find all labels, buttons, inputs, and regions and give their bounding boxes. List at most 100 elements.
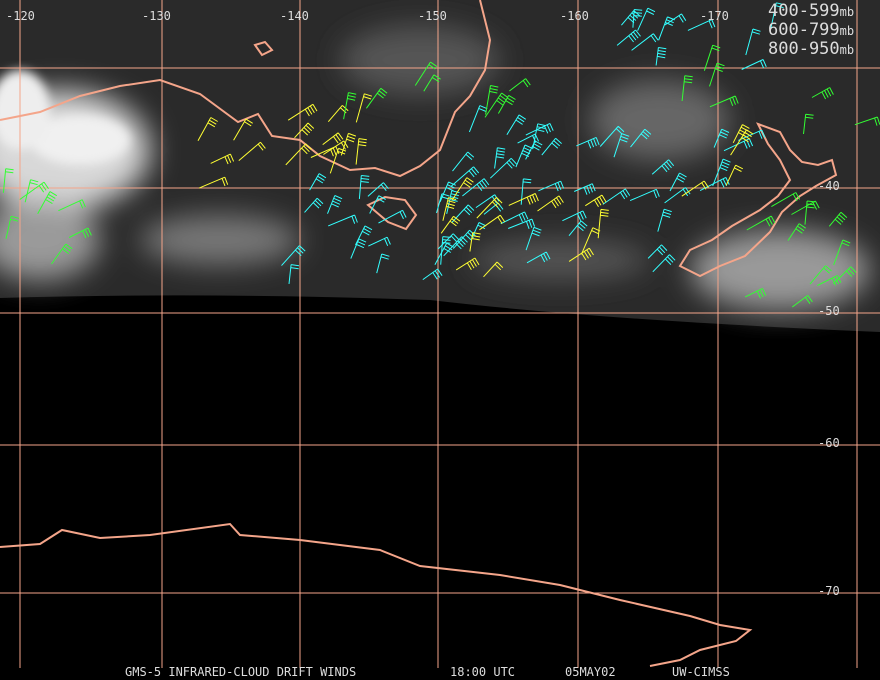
wind-barb — [288, 264, 300, 284]
wind-barb — [343, 92, 357, 120]
wind-barb — [744, 287, 767, 299]
wind-barb — [506, 114, 527, 135]
wind-barb — [500, 211, 529, 225]
legend-unit: mb — [840, 5, 854, 19]
wind-barb — [703, 44, 721, 71]
wind-barb — [745, 28, 761, 56]
wind-barb — [746, 215, 776, 231]
wind-barb — [532, 123, 546, 150]
wind-barb — [497, 94, 516, 114]
wind-barb — [68, 227, 92, 239]
latitude-label: -70 — [818, 584, 840, 598]
wind-barb — [509, 78, 531, 92]
wind-barb — [580, 227, 601, 255]
wind-barb — [651, 159, 675, 175]
wind-barb — [809, 265, 832, 285]
wind-barb — [443, 236, 468, 257]
wind-barb — [309, 173, 327, 191]
wind-barb — [709, 62, 725, 87]
wind-barb — [709, 95, 739, 108]
wind-barb — [462, 178, 490, 197]
wind-barb — [446, 190, 460, 215]
wind-barb — [562, 210, 587, 222]
wind-barb — [854, 116, 880, 126]
wind-barb — [476, 197, 503, 219]
wind-barb — [24, 179, 39, 203]
wind-barb — [423, 74, 441, 92]
wind-barb — [440, 215, 461, 234]
legend-unit: mb — [840, 24, 854, 38]
wind-barb — [508, 193, 539, 206]
wind-barb — [210, 153, 235, 165]
labels: -120 -130 -140 -150 -160 -170 -40 -50 -60 -70 400-… — [6, 1, 854, 679]
wind-barb — [811, 87, 834, 100]
cloud-imagery — [0, 0, 880, 332]
wind-barb — [281, 245, 306, 266]
australia-coast — [0, 0, 492, 178]
wind-barb — [647, 244, 668, 259]
wind-barb — [803, 113, 814, 135]
wind-barb — [725, 164, 744, 186]
footer-text: 18:00 UTC — [450, 665, 515, 679]
wind-barb — [5, 215, 19, 239]
latitude-label: -60 — [818, 436, 840, 450]
wind-barb — [483, 261, 504, 278]
wind-barb — [664, 13, 687, 26]
wind-barb — [494, 147, 506, 169]
wind-barb — [508, 218, 536, 229]
wind-barb — [434, 242, 454, 265]
wind-barb — [652, 254, 676, 273]
wind-barb — [568, 220, 588, 237]
wind-barb — [525, 122, 554, 136]
wind-barb — [771, 192, 801, 208]
longitude-label: -120 — [6, 9, 35, 23]
wind-barbs — [2, 2, 880, 308]
footer-text: GMS-5 INFRARED-CLOUD DRIFT WINDS — [125, 665, 356, 679]
wind-barb — [574, 183, 596, 195]
wind-barb — [327, 195, 343, 214]
wind-barb — [51, 243, 73, 265]
wind-barb — [451, 204, 475, 223]
wind-barb — [328, 214, 358, 227]
wind-barb — [828, 211, 848, 227]
wind-barb — [19, 181, 49, 200]
wind-barb — [355, 225, 373, 246]
wind-barb — [198, 176, 229, 189]
wind-barb — [358, 175, 370, 199]
wind-barb — [355, 138, 367, 165]
legend-entry: 800-950mb — [768, 39, 854, 59]
wind-barb — [455, 257, 480, 271]
footer-text: UW-CIMSS — [672, 665, 730, 679]
footer-text: 05MAY02 — [565, 665, 616, 679]
wind-barb — [287, 103, 318, 121]
wind-barb — [599, 125, 625, 147]
wind-barb — [369, 195, 386, 214]
wind-barb — [741, 59, 767, 70]
wind-barb — [687, 19, 716, 31]
wind-barb — [585, 194, 607, 208]
longitude-label: -160 — [560, 9, 589, 23]
wind-barb — [515, 144, 533, 168]
wind-barb — [817, 274, 842, 286]
wind-barb — [304, 197, 324, 213]
wind-barb — [526, 251, 551, 264]
wind-barb — [367, 182, 389, 197]
wind-barb — [568, 247, 594, 262]
longitude-label: -130 — [142, 9, 171, 23]
wind-barb — [440, 236, 451, 265]
wind-barb — [681, 75, 693, 102]
wind-barb — [833, 239, 851, 266]
wind-barb — [329, 147, 347, 174]
wind-barb — [730, 129, 754, 156]
wind-barb — [238, 141, 266, 161]
wind-barb — [613, 133, 630, 158]
wind-barb — [629, 188, 660, 202]
wind-barb — [350, 238, 367, 259]
coastlines — [0, 0, 838, 667]
wind-barb — [365, 87, 388, 109]
wind-barb — [376, 253, 390, 274]
wind-barb — [484, 92, 509, 118]
wind-barb — [681, 180, 709, 197]
wind-barb — [657, 208, 672, 232]
